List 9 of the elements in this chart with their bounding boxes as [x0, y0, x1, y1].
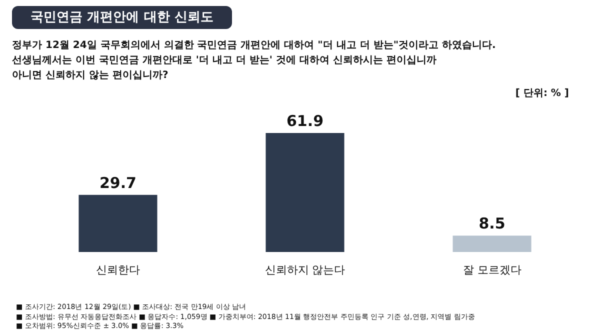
- chart-title: 국민연금 개편안에 대한 신뢰도: [12, 6, 232, 29]
- data-label: 29.7: [99, 174, 136, 192]
- data-label: 61.9: [286, 112, 324, 130]
- x-tick-label: 신뢰하지 않는다: [264, 264, 346, 276]
- data-label: 8.5: [478, 214, 506, 233]
- x-tick-label: 신뢰한다: [96, 264, 140, 276]
- chart-subtitle: 정부가 12월 24일 국무회의에서 의결한 국민연금 개편안에 대하여 "더 내고 더 받는"것이라고 하였습니다. 선생님께서는 이번 국민연금 개편안대로 '더 내고 더 받는' 것에 대하여 신뢰하시는 편이십니까 아니면 신뢰하지 않는 편이십니까?: [12, 39, 496, 83]
- text: [ 단위: % ]: [515, 87, 569, 100]
- x-tick-label: 잘 모르겠다: [462, 264, 522, 276]
